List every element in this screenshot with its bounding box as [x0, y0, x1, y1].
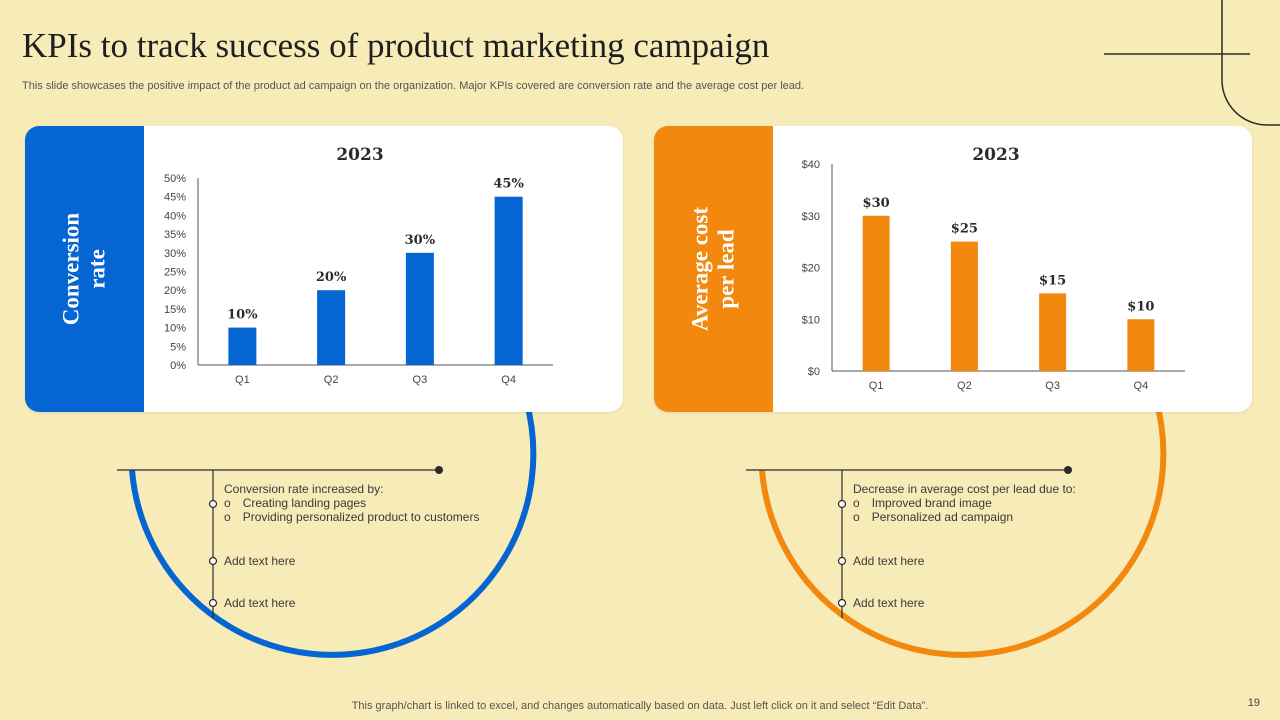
y-tick-label: $0 [808, 366, 820, 378]
conversion-rate-card: Conversion rate 2023 0% 5% 10% 15% 20% 25% 30% 3… [25, 126, 623, 412]
y-tick-label: 35% [164, 229, 186, 241]
y-tick-label: 40% [164, 210, 186, 222]
x-tick-label: Q2 [324, 374, 339, 386]
bar-q3 [405, 252, 434, 365]
cost-per-lead-chart: 2023 $0 $10 $20 $30 $40 $30 Q1 $25 Q2 $15 Q3 $10 Q4 [802, 145, 1185, 392]
data-label: 30% [405, 233, 436, 248]
x-tick-label: Q1 [869, 380, 884, 392]
bullet-marker: o [224, 510, 231, 524]
y-tick-label: 15% [164, 304, 186, 316]
bar-q2 [317, 290, 346, 365]
bullet-item: o Improved brand image [853, 496, 992, 510]
y-tick-label: $10 [802, 314, 820, 326]
left-timeline [117, 466, 443, 618]
x-tick-label: Q1 [235, 374, 250, 386]
y-tick-label: 45% [164, 192, 186, 204]
data-label: $25 [951, 222, 978, 237]
y-tick-label: 5% [170, 341, 186, 353]
data-label: $15 [1039, 273, 1066, 288]
conversion-rate-band: Conversion rate [25, 126, 144, 412]
notes-heading: Conversion rate increased by: [224, 482, 384, 496]
note-item-3: Add text here [224, 596, 296, 610]
bar-q2 [950, 241, 978, 371]
orange-arc [759, 399, 1167, 658]
bullet-marker: o [224, 496, 231, 510]
bullet-text: Creating landing pages [242, 496, 367, 510]
page-title: KPIs to track success of product marketi… [22, 26, 770, 65]
y-tick-label: 25% [164, 267, 186, 279]
bullet-text: Providing personalized product to custom… [242, 510, 480, 524]
note-item-2: Add text here [224, 554, 296, 568]
y-tick-label: 30% [164, 248, 186, 260]
x-tick-label: Q3 [1045, 380, 1060, 392]
bar-q4 [494, 196, 523, 365]
bar-q1 [228, 327, 257, 365]
bullet-marker: o [853, 510, 860, 524]
data-label: 20% [316, 270, 347, 285]
data-label: $10 [1127, 299, 1154, 314]
y-tick-label: $30 [802, 211, 820, 223]
bar-q3 [1039, 293, 1067, 371]
notes-heading: Decrease in average cost per lead due to… [853, 482, 1076, 496]
right-timeline [746, 466, 1072, 618]
y-tick-label: $40 [802, 159, 820, 171]
x-tick-label: Q4 [501, 374, 516, 386]
chart-title: 2023 [336, 145, 383, 165]
note-item-3: Add text here [853, 596, 925, 610]
conversion-rate-chart: 2023 0% 5% 10% 15% 20% 25% 30% 35% 40% 45% 50% 10% Q1… [164, 145, 553, 386]
cost-per-lead-band: Average cost per lead [654, 126, 773, 412]
data-label: 45% [493, 177, 524, 192]
data-label: $30 [863, 196, 890, 211]
x-tick-label: Q2 [957, 380, 972, 392]
x-tick-label: Q4 [1134, 380, 1149, 392]
bullet-item: o Creating landing pages [224, 496, 366, 510]
bullet-text: Improved brand image [871, 496, 992, 510]
blue-arc [129, 399, 537, 658]
data-label: 10% [227, 308, 258, 323]
y-tick-label: 0% [170, 360, 186, 372]
bullet-item: o Providing personalized product to custo… [224, 510, 479, 524]
page-subtitle: This slide showcases the positive impact… [22, 80, 805, 92]
footer-note: This graph/chart is linked to excel, and… [351, 700, 929, 712]
x-tick-label: Q3 [413, 374, 428, 386]
note-item-2: Add text here [853, 554, 925, 568]
page-number: 19 [1247, 697, 1260, 709]
chart-title: 2023 [972, 145, 1019, 165]
y-tick-label: 20% [164, 285, 186, 297]
bar-q4 [1127, 319, 1155, 371]
bullet-marker: o [853, 496, 860, 510]
bar-q1 [862, 215, 890, 371]
y-tick-label: 50% [164, 173, 186, 185]
cost-per-lead-card: Average cost per lead 2023 $0 $10 $20 $30 $40… [654, 126, 1252, 412]
y-tick-label: $20 [802, 263, 820, 275]
bullet-item: o Personalized ad campaign [853, 510, 1013, 524]
bullet-text: Personalized ad campaign [871, 510, 1014, 524]
y-tick-label: 10% [164, 323, 186, 335]
